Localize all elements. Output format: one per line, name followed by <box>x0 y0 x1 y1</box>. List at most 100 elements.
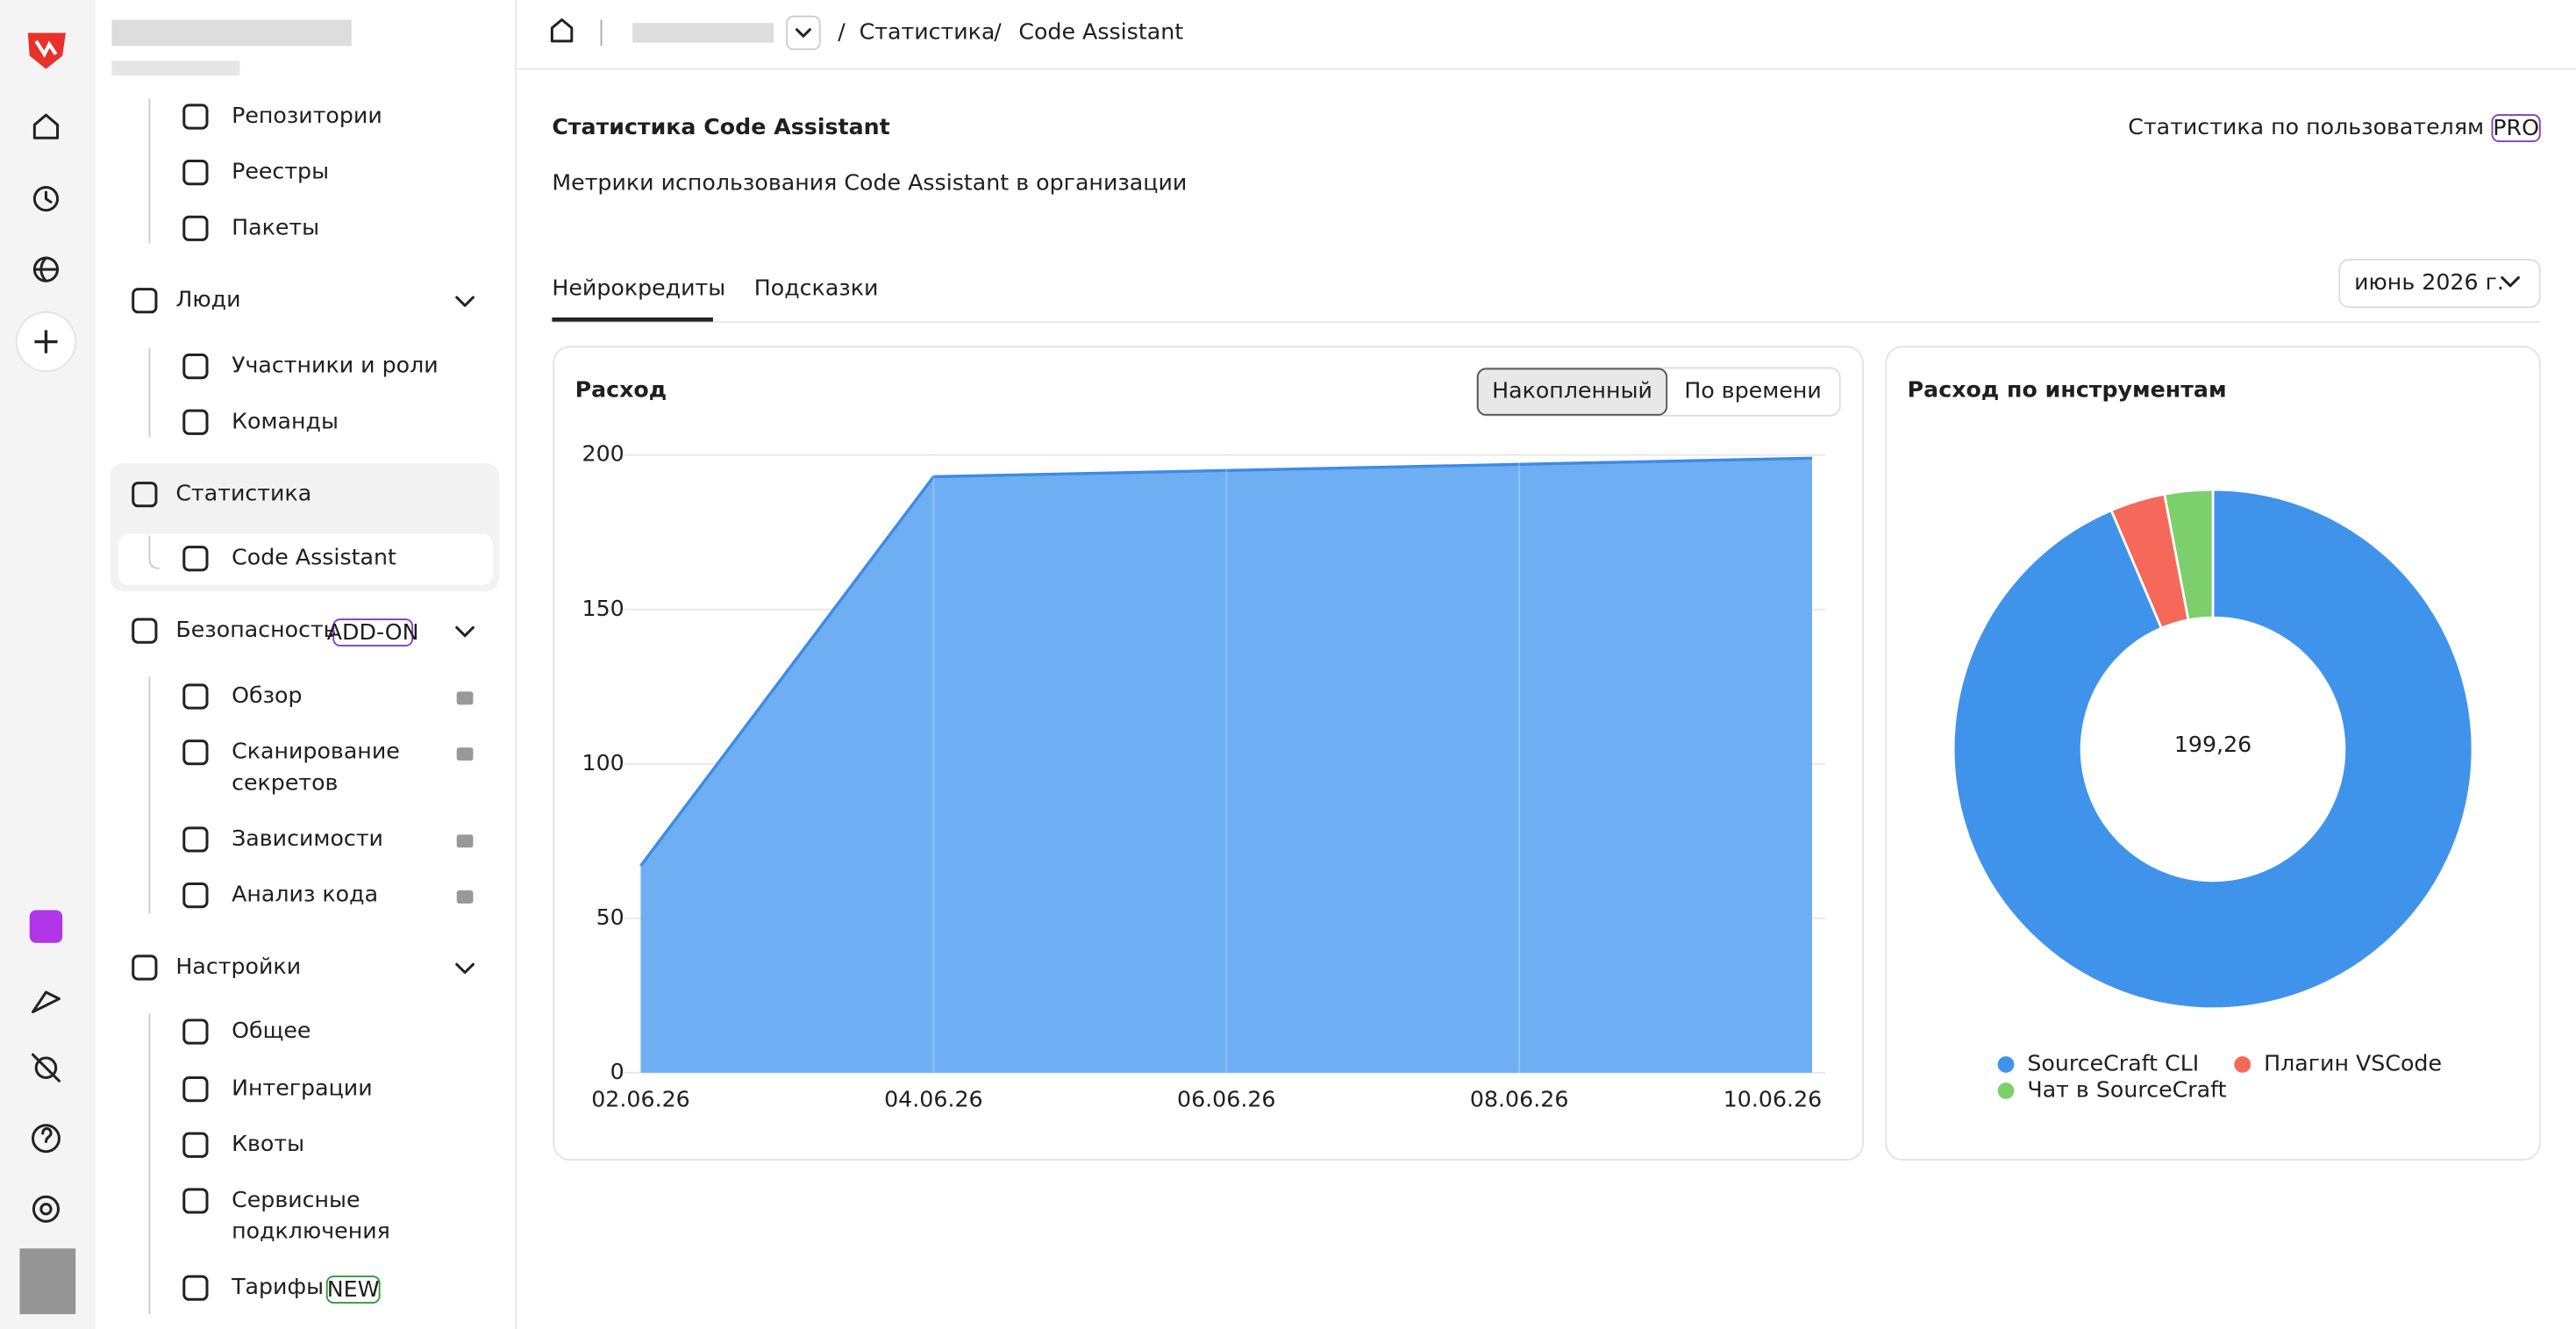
item-icon <box>132 288 158 314</box>
y-tick-label: 100 <box>582 750 624 775</box>
nav-item[interactable]: Безопасность <box>175 617 336 642</box>
nav-item[interactable]: Репозитории <box>232 103 382 128</box>
nav-item[interactable]: Code Assistant <box>232 545 396 570</box>
nav-item[interactable]: Команды <box>232 408 339 433</box>
slash: / <box>994 18 1002 44</box>
lock-icon <box>456 747 474 761</box>
item-icon <box>182 826 209 853</box>
nav-item[interactable]: Сканирование секретов <box>232 739 400 796</box>
active-item <box>118 533 493 585</box>
rail <box>0 0 96 1329</box>
home-icon[interactable] <box>550 18 574 43</box>
nav-item[interactable]: Интеграции <box>232 1075 373 1101</box>
nav-item[interactable]: Настройки <box>175 954 301 979</box>
item-icon <box>182 354 209 380</box>
breadcrumb-link[interactable]: Статистика <box>860 18 995 44</box>
y-tick-label: 0 <box>610 1059 624 1084</box>
chevron[interactable] <box>455 962 475 975</box>
lock-icon <box>456 691 474 705</box>
item-icon <box>132 954 158 981</box>
tab[interactable]: Нейрокредиты <box>552 275 725 301</box>
area-fill <box>640 458 1813 1073</box>
slash: / <box>838 18 846 44</box>
item-icon <box>182 409 209 435</box>
item-icon <box>182 740 209 766</box>
chevron <box>2501 275 2520 288</box>
item-icon <box>182 882 209 909</box>
page-title: Статистика Code Assistant <box>552 114 889 139</box>
y-tick-label: 200 <box>582 441 624 467</box>
nav-item[interactable]: Анализ кода <box>232 882 378 907</box>
blurred-org <box>111 19 352 46</box>
avatar[interactable] <box>19 1248 76 1315</box>
x-tick-label: 02.06.26 <box>591 1087 690 1112</box>
y-tick-label: 50 <box>596 904 624 930</box>
x-tick-label: 10.06.26 <box>1723 1087 1823 1112</box>
nav-item[interactable]: Участники и роли <box>232 353 439 378</box>
toggle-active[interactable] <box>1476 368 1668 416</box>
x-tick-label: 08.06.26 <box>1470 1087 1569 1112</box>
donut-slice[interactable] <box>1952 488 2474 1011</box>
charts: 0 50 100 150 200 02.06.26 04.06.26 06.06.26 08.0… <box>582 441 2474 1112</box>
item-icon <box>182 1275 209 1301</box>
x-tick-label: 04.06.26 <box>884 1087 983 1112</box>
nav-item[interactable]: Тарифы <box>231 1274 324 1299</box>
x-tick-label: 06.06.26 <box>1177 1087 1276 1112</box>
lock-icon <box>456 890 474 904</box>
card-title: Расход по инструментам <box>1908 377 2227 403</box>
period-select[interactable] <box>2338 258 2541 309</box>
nav-item[interactable]: Обзор <box>232 682 302 708</box>
tree-line <box>148 98 160 1315</box>
chevron[interactable] <box>455 296 475 307</box>
addon-badge <box>332 618 414 647</box>
plus-icon <box>34 330 58 354</box>
lock-icon <box>456 834 474 848</box>
new-badge <box>325 1275 381 1304</box>
card-title: Расход <box>575 377 667 403</box>
donut-slice[interactable] <box>2163 488 2215 622</box>
new-badge-text: NEW <box>327 1276 380 1302</box>
legend-label[interactable]: Чат в SourceCraft <box>2027 1076 2226 1102</box>
rail-icons[interactable] <box>31 113 61 1223</box>
item-icon <box>182 1018 209 1045</box>
nav-item[interactable]: Реестры <box>232 159 329 184</box>
period-text: июнь 2026 г. <box>2354 269 2504 295</box>
item-icon <box>182 1075 209 1103</box>
nav-item[interactable]: Статистика <box>175 481 311 506</box>
donut-total: 199,26 <box>2174 732 2251 757</box>
tab[interactable]: Подсказки <box>754 275 879 301</box>
legend-label[interactable]: Плагин VSCode <box>2264 1050 2442 1075</box>
ai-icon[interactable] <box>29 910 63 943</box>
addon-badge-text: ADD-ON <box>327 619 419 645</box>
pro-badge-text: PRO <box>2493 115 2539 140</box>
nav-item[interactable]: Пакеты <box>232 214 319 239</box>
pro-badge <box>2491 114 2541 142</box>
item-icon <box>182 160 209 186</box>
item-icon <box>182 546 209 572</box>
item-icon <box>182 1132 209 1158</box>
blurred-org-sub <box>111 61 240 76</box>
item-icon <box>182 683 209 710</box>
sidebar: Репозитории Реестры Пакеты Люди Участники и … <box>132 98 475 1315</box>
legend-label[interactable]: SourceCraft CLI <box>2027 1050 2199 1075</box>
users-link[interactable]: Статистика по пользователям <box>2128 114 2484 139</box>
nav-item[interactable]: Сервисные подключения <box>232 1187 390 1244</box>
toggle-option[interactable]: Накопленный <box>1492 378 1652 404</box>
nav-item[interactable]: Зависимости <box>232 825 383 851</box>
chevron[interactable] <box>455 625 475 638</box>
page-subtitle: Метрики использования Code Assistant в о… <box>552 170 1187 196</box>
nav-item[interactable]: Люди <box>175 287 240 312</box>
blurred-project <box>632 23 774 43</box>
legend-dot <box>1997 1056 2015 1073</box>
item-icon <box>182 104 209 130</box>
item-icon <box>132 482 158 508</box>
nav-item[interactable]: Квоты <box>232 1131 304 1156</box>
legend-dot <box>1997 1082 2015 1099</box>
toggle-option[interactable]: По времени <box>1684 378 1822 404</box>
nav-item[interactable]: Общее <box>232 1018 310 1043</box>
item-icon <box>182 1188 209 1214</box>
chevron <box>795 28 811 38</box>
project-dropdown[interactable] <box>786 15 821 51</box>
